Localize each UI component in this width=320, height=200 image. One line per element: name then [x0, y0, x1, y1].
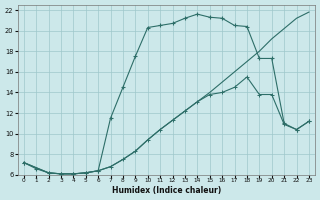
X-axis label: Humidex (Indice chaleur): Humidex (Indice chaleur)	[112, 186, 221, 195]
